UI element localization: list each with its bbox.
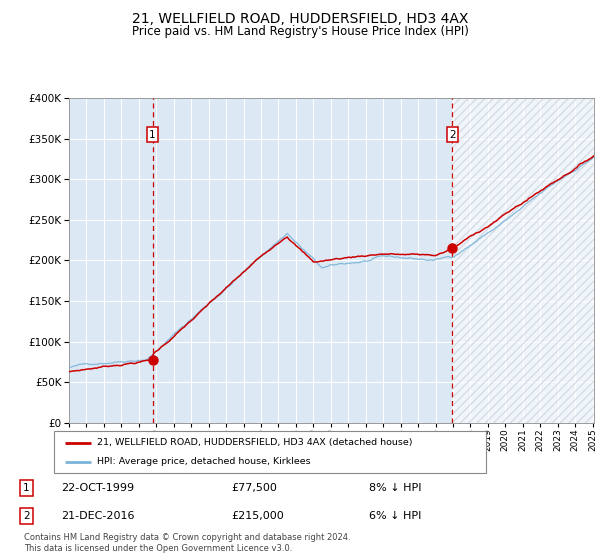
Text: 2: 2 [449, 129, 455, 139]
Text: 2: 2 [23, 511, 30, 521]
Text: Price paid vs. HM Land Registry's House Price Index (HPI): Price paid vs. HM Land Registry's House … [131, 25, 469, 38]
Bar [452, 98, 594, 423]
Text: 1: 1 [23, 483, 30, 493]
Text: Contains HM Land Registry data © Crown copyright and database right 2024.
This d: Contains HM Land Registry data © Crown c… [24, 533, 350, 553]
Text: 21-DEC-2016: 21-DEC-2016 [61, 511, 134, 521]
Text: £215,000: £215,000 [231, 511, 284, 521]
Text: 6% ↓ HPI: 6% ↓ HPI [369, 511, 421, 521]
FancyBboxPatch shape [54, 431, 486, 473]
Text: £77,500: £77,500 [231, 483, 277, 493]
Text: 1: 1 [149, 129, 156, 139]
Text: 22-OCT-1999: 22-OCT-1999 [61, 483, 134, 493]
Text: 21, WELLFIELD ROAD, HUDDERSFIELD, HD3 4AX (detached house): 21, WELLFIELD ROAD, HUDDERSFIELD, HD3 4A… [97, 438, 413, 447]
Text: 8% ↓ HPI: 8% ↓ HPI [369, 483, 422, 493]
Text: HPI: Average price, detached house, Kirklees: HPI: Average price, detached house, Kirk… [97, 458, 311, 466]
Text: 21, WELLFIELD ROAD, HUDDERSFIELD, HD3 4AX: 21, WELLFIELD ROAD, HUDDERSFIELD, HD3 4A… [132, 12, 468, 26]
